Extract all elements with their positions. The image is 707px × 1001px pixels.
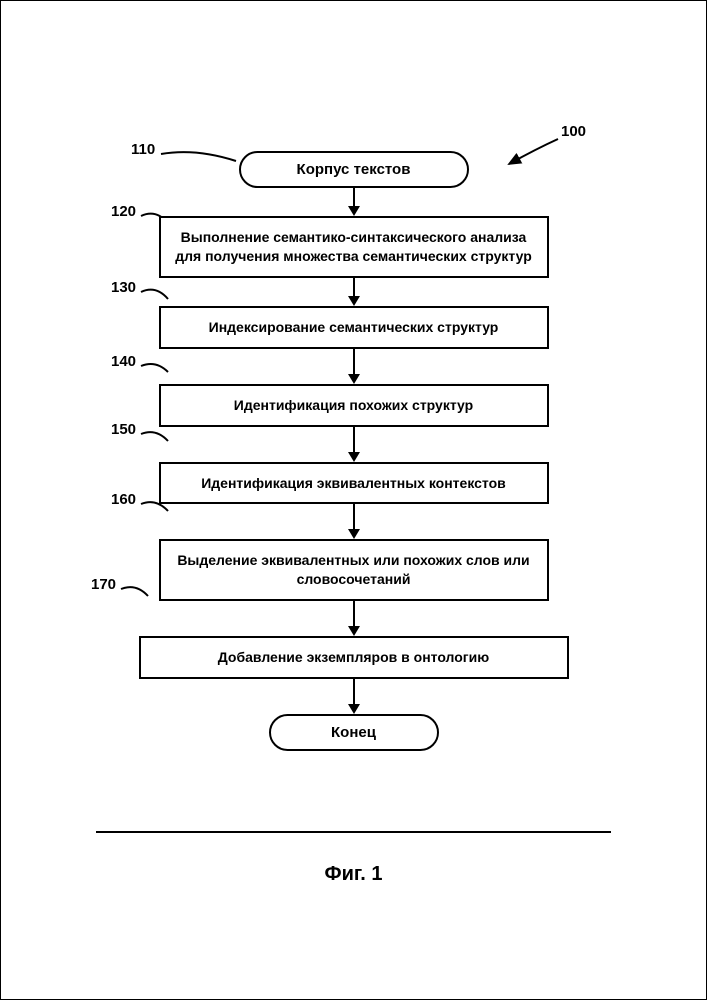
terminator-110: Корпус текстов — [239, 151, 469, 188]
process-150: Идентификация эквивалентных контекстов — [159, 462, 549, 505]
figure-divider — [96, 831, 611, 833]
process-160: Выделение эквивалентных или похожих слов… — [159, 539, 549, 601]
flowchart-column: Корпус текстов Выполнение семантико-синта… — [139, 151, 569, 751]
process-130: Индексирование семантических структур — [159, 306, 549, 349]
page-canvas: 100 110120130140150160170 Корпус текстов… — [0, 0, 707, 1000]
process-170: Добавление экземпляров в онтологию — [139, 636, 569, 679]
figure-caption: Фиг. 1 — [325, 863, 383, 886]
process-140: Идентификация похожих структур — [159, 384, 549, 427]
process-120: Выполнение семантико-синтаксического ана… — [159, 216, 549, 278]
terminator-end: Конец — [269, 714, 439, 751]
